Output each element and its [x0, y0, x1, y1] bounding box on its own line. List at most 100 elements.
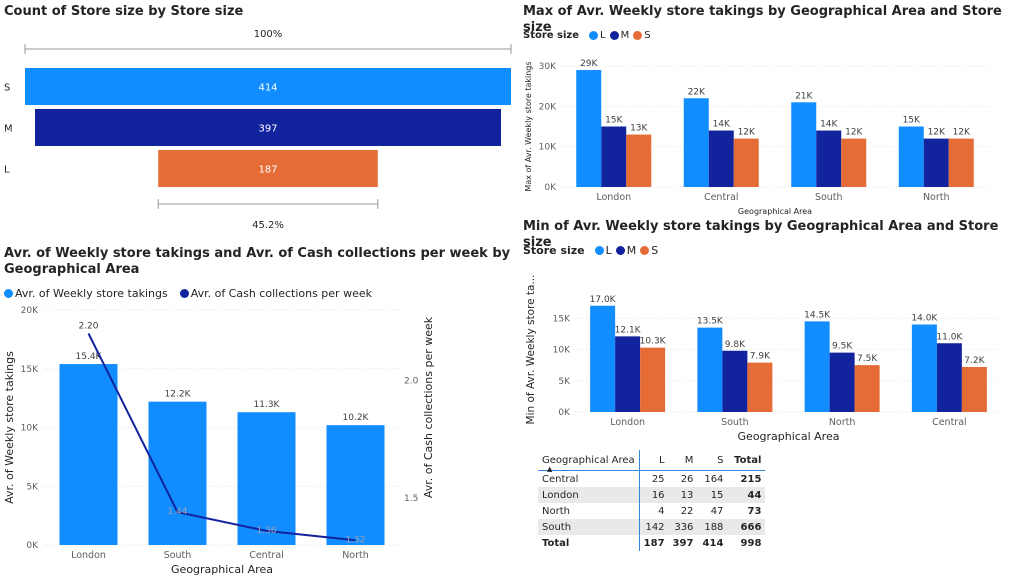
y-left-tick-label: 10K	[21, 424, 39, 434]
matrix-header-total[interactable]: Total	[727, 450, 766, 471]
matrix-row[interactable]: South 142 336 188 666	[538, 519, 766, 535]
bar-m-central[interactable]	[936, 343, 962, 412]
matrix-cell: 666	[727, 519, 766, 535]
bar-takings-london[interactable]	[59, 364, 118, 545]
bar-l-north[interactable]	[804, 321, 830, 412]
funnel-category-label: M	[4, 124, 13, 135]
legend-dot-m	[615, 246, 625, 255]
x-tick-label: London	[610, 417, 645, 428]
data-label: 22K	[688, 87, 706, 97]
legend-dot-l	[594, 246, 604, 255]
matrix-cell: 164	[704, 473, 724, 485]
y-tick-label: 10K	[539, 143, 557, 153]
matrix-cell: 215	[740, 473, 762, 485]
data-label: 13K	[630, 124, 648, 134]
bar-data-label: 11.3K	[254, 400, 281, 410]
matrix-cell: 25	[638, 470, 669, 487]
bar-data-label: 10.2K	[343, 413, 370, 423]
data-label: 14.0K	[911, 314, 938, 324]
legend-label-m[interactable]: M	[620, 30, 630, 41]
funnel-bar-m[interactable]	[34, 109, 502, 146]
cash-collections-line	[87, 333, 356, 542]
bar-l-north[interactable]	[898, 126, 924, 188]
funnel-bar-l[interactable]	[158, 150, 378, 187]
matrix-row[interactable]: Central 25 26 164 215	[538, 470, 765, 487]
x-axis-title: Geographical Area	[738, 207, 812, 216]
bar-s-south[interactable]	[747, 362, 773, 412]
bar-data-label: 15.4K	[76, 352, 103, 362]
funnel-bar-s[interactable]	[25, 68, 511, 105]
legend-label-l[interactable]: L	[605, 244, 612, 257]
matrix-cell: 44	[727, 487, 766, 503]
data-label: 10.3K	[640, 337, 667, 347]
y-right-tick-label: 1.5	[404, 494, 418, 504]
bar-m-central[interactable]	[708, 130, 734, 187]
bar-l-south[interactable]	[791, 102, 817, 187]
bar-m-north[interactable]	[829, 352, 855, 412]
data-label: 21K	[795, 91, 813, 101]
legend-label-s[interactable]: S	[644, 30, 651, 41]
max-chart-title: Max of Avr. Weekly store takings by Geog…	[523, 4, 1002, 35]
matrix-row-label: South	[538, 519, 640, 535]
y-left-tick-label: 15K	[21, 365, 39, 375]
legend-label-m[interactable]: M	[626, 244, 637, 257]
bar-m-north[interactable]	[923, 138, 949, 187]
matrix-table[interactable]: Geographical Area L M S Total Central 25 2…	[538, 450, 766, 551]
bar-takings-north[interactable]	[326, 425, 385, 545]
combo-title-line2: Geographical Area	[4, 262, 140, 277]
bar-s-north[interactable]	[854, 365, 880, 412]
x-tick-label: North	[829, 417, 856, 428]
data-label: 12K	[845, 128, 863, 138]
bar-l-central[interactable]	[683, 98, 709, 187]
matrix-header-s[interactable]: S	[697, 450, 728, 471]
bar-l-south[interactable]	[697, 327, 723, 412]
bar-s-south[interactable]	[841, 138, 867, 187]
bar-m-south[interactable]	[816, 130, 842, 187]
x-axis-title: Geographical Area	[171, 563, 273, 576]
x-tick-label: South	[164, 550, 192, 561]
bar-l-london[interactable]	[576, 70, 602, 187]
data-label: 11.0K	[936, 332, 963, 342]
bar-m-south[interactable]	[722, 350, 748, 412]
data-label: 12K	[928, 128, 946, 138]
data-label: 14.5K	[804, 310, 831, 320]
legend-label-s[interactable]: S	[651, 244, 659, 257]
legend-dot-m	[609, 31, 619, 40]
funnel-value-label: 397	[258, 124, 277, 135]
bar-l-london[interactable]	[590, 305, 616, 412]
legend-title: Store size	[523, 244, 585, 257]
matrix-row[interactable]: London 16 13 15 44	[538, 487, 766, 503]
bar-s-london[interactable]	[626, 134, 652, 187]
legend-label-takings[interactable]: Avr. of Weekly store takings	[15, 287, 168, 300]
matrix-cell: 414	[702, 537, 724, 549]
bar-m-london[interactable]	[601, 126, 627, 188]
y-left-tick-label: 20K	[21, 306, 39, 316]
bar-s-london[interactable]	[640, 347, 666, 412]
sort-arrow-icon[interactable]: ▲	[547, 465, 553, 473]
matrix-header-m[interactable]: M	[668, 450, 698, 471]
bar-s-north[interactable]	[948, 138, 974, 187]
legend-label-l[interactable]: L	[600, 30, 606, 41]
line-data-label: 1.44	[167, 507, 187, 517]
bar-s-central[interactable]	[961, 367, 987, 412]
y-right-tick-label: 2.0	[404, 377, 419, 387]
matrix-header-area[interactable]: Geographical Area	[538, 450, 640, 471]
min-chart-title: Min of Avr. Weekly store takings by Geog…	[523, 219, 999, 250]
matrix-total-row[interactable]: Total 187 397 414 998	[538, 535, 765, 551]
y-left-tick-label: 5K	[26, 482, 39, 492]
matrix-row[interactable]: North 4 22 47 73	[538, 503, 765, 519]
bar-l-central[interactable]	[911, 324, 937, 413]
bar-m-london[interactable]	[615, 336, 641, 412]
legend-label-cash[interactable]: Avr. of Cash collections per week	[190, 287, 372, 300]
matrix-cell: 26	[680, 473, 694, 485]
bar-s-central[interactable]	[733, 138, 759, 187]
data-label: 14K	[713, 120, 731, 130]
matrix-header-l[interactable]: L	[638, 450, 669, 471]
x-tick-label: London	[71, 550, 106, 561]
bar-takings-central[interactable]	[237, 412, 296, 545]
data-label: 17.0K	[590, 295, 617, 305]
